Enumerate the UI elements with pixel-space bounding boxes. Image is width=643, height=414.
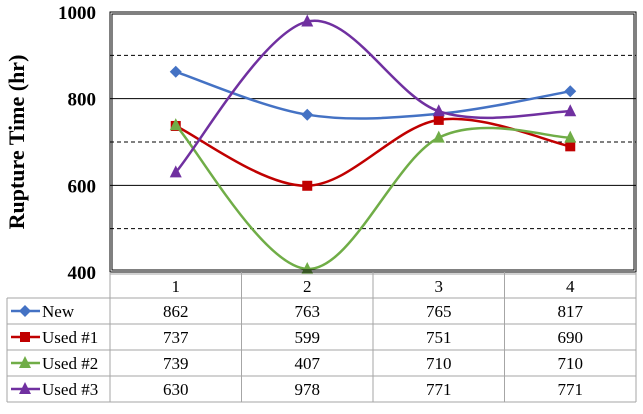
series-used-1 xyxy=(170,114,576,191)
y-axis: 400 600 800 1000 xyxy=(58,3,96,284)
table-cell: 739 xyxy=(163,354,189,373)
data-point xyxy=(564,130,577,143)
legend-label: Used #1 xyxy=(42,328,98,347)
legend-entry: New xyxy=(11,302,75,321)
y-tick-label: 1000 xyxy=(58,3,96,24)
data-table: 1 2 3 4 New 862 763 765 817 Used #1 737 599 751 690 Us… xyxy=(6,272,637,403)
data-point xyxy=(565,141,576,152)
plot-border-inner xyxy=(111,13,635,271)
table-cell: 771 xyxy=(558,380,584,399)
table-cell: 690 xyxy=(558,328,584,347)
series-used-3 xyxy=(169,14,577,178)
x-tick-label: 2 xyxy=(303,277,312,296)
data-point xyxy=(19,382,31,394)
y-tick-label: 400 xyxy=(68,263,97,284)
data-point xyxy=(432,104,445,117)
legend-label: Used #2 xyxy=(42,354,98,373)
data-point xyxy=(169,118,182,131)
data-point xyxy=(20,332,30,342)
table-cell: 763 xyxy=(295,302,321,321)
data-point xyxy=(169,65,182,78)
data-point xyxy=(301,14,314,27)
table-cell: 710 xyxy=(426,354,452,373)
table-cell: 765 xyxy=(426,302,452,321)
data-point xyxy=(169,165,182,178)
table-cell: 771 xyxy=(426,380,452,399)
series-lines xyxy=(169,14,577,274)
data-point xyxy=(301,108,314,121)
data-point xyxy=(19,356,31,368)
data-point xyxy=(564,104,577,117)
data-point xyxy=(432,130,445,143)
x-tick-label: 1 xyxy=(172,277,181,296)
x-tick-label: 3 xyxy=(435,277,444,296)
series-used-2 xyxy=(169,118,577,274)
data-point xyxy=(302,180,313,191)
x-tick-label: 4 xyxy=(566,277,575,296)
table-cell: 862 xyxy=(163,302,189,321)
table-cell: 751 xyxy=(426,328,452,347)
legend-label: Used #3 xyxy=(42,380,98,399)
legend-label: New xyxy=(42,302,75,321)
data-point xyxy=(433,114,444,125)
data-point xyxy=(564,85,577,98)
legend-entry: Used #3 xyxy=(11,380,98,399)
table-cell: 599 xyxy=(295,328,321,347)
table-cell: 630 xyxy=(163,380,189,399)
y-tick-label: 800 xyxy=(68,90,97,111)
legend-entry: Used #1 xyxy=(11,328,98,347)
table-cell: 710 xyxy=(558,354,584,373)
table-cell: 978 xyxy=(295,380,321,399)
series-line xyxy=(174,124,571,271)
table-cell: 817 xyxy=(558,302,584,321)
data-point xyxy=(19,305,31,317)
series-line xyxy=(174,19,571,174)
y-axis-label: Rupture Time (hr) xyxy=(4,55,29,230)
data-point xyxy=(301,261,314,274)
series-line xyxy=(175,70,571,120)
table-cell: 737 xyxy=(163,328,189,347)
legend-entry: Used #2 xyxy=(11,354,98,373)
table-cell: 407 xyxy=(295,354,321,373)
y-tick-label: 600 xyxy=(68,176,97,197)
